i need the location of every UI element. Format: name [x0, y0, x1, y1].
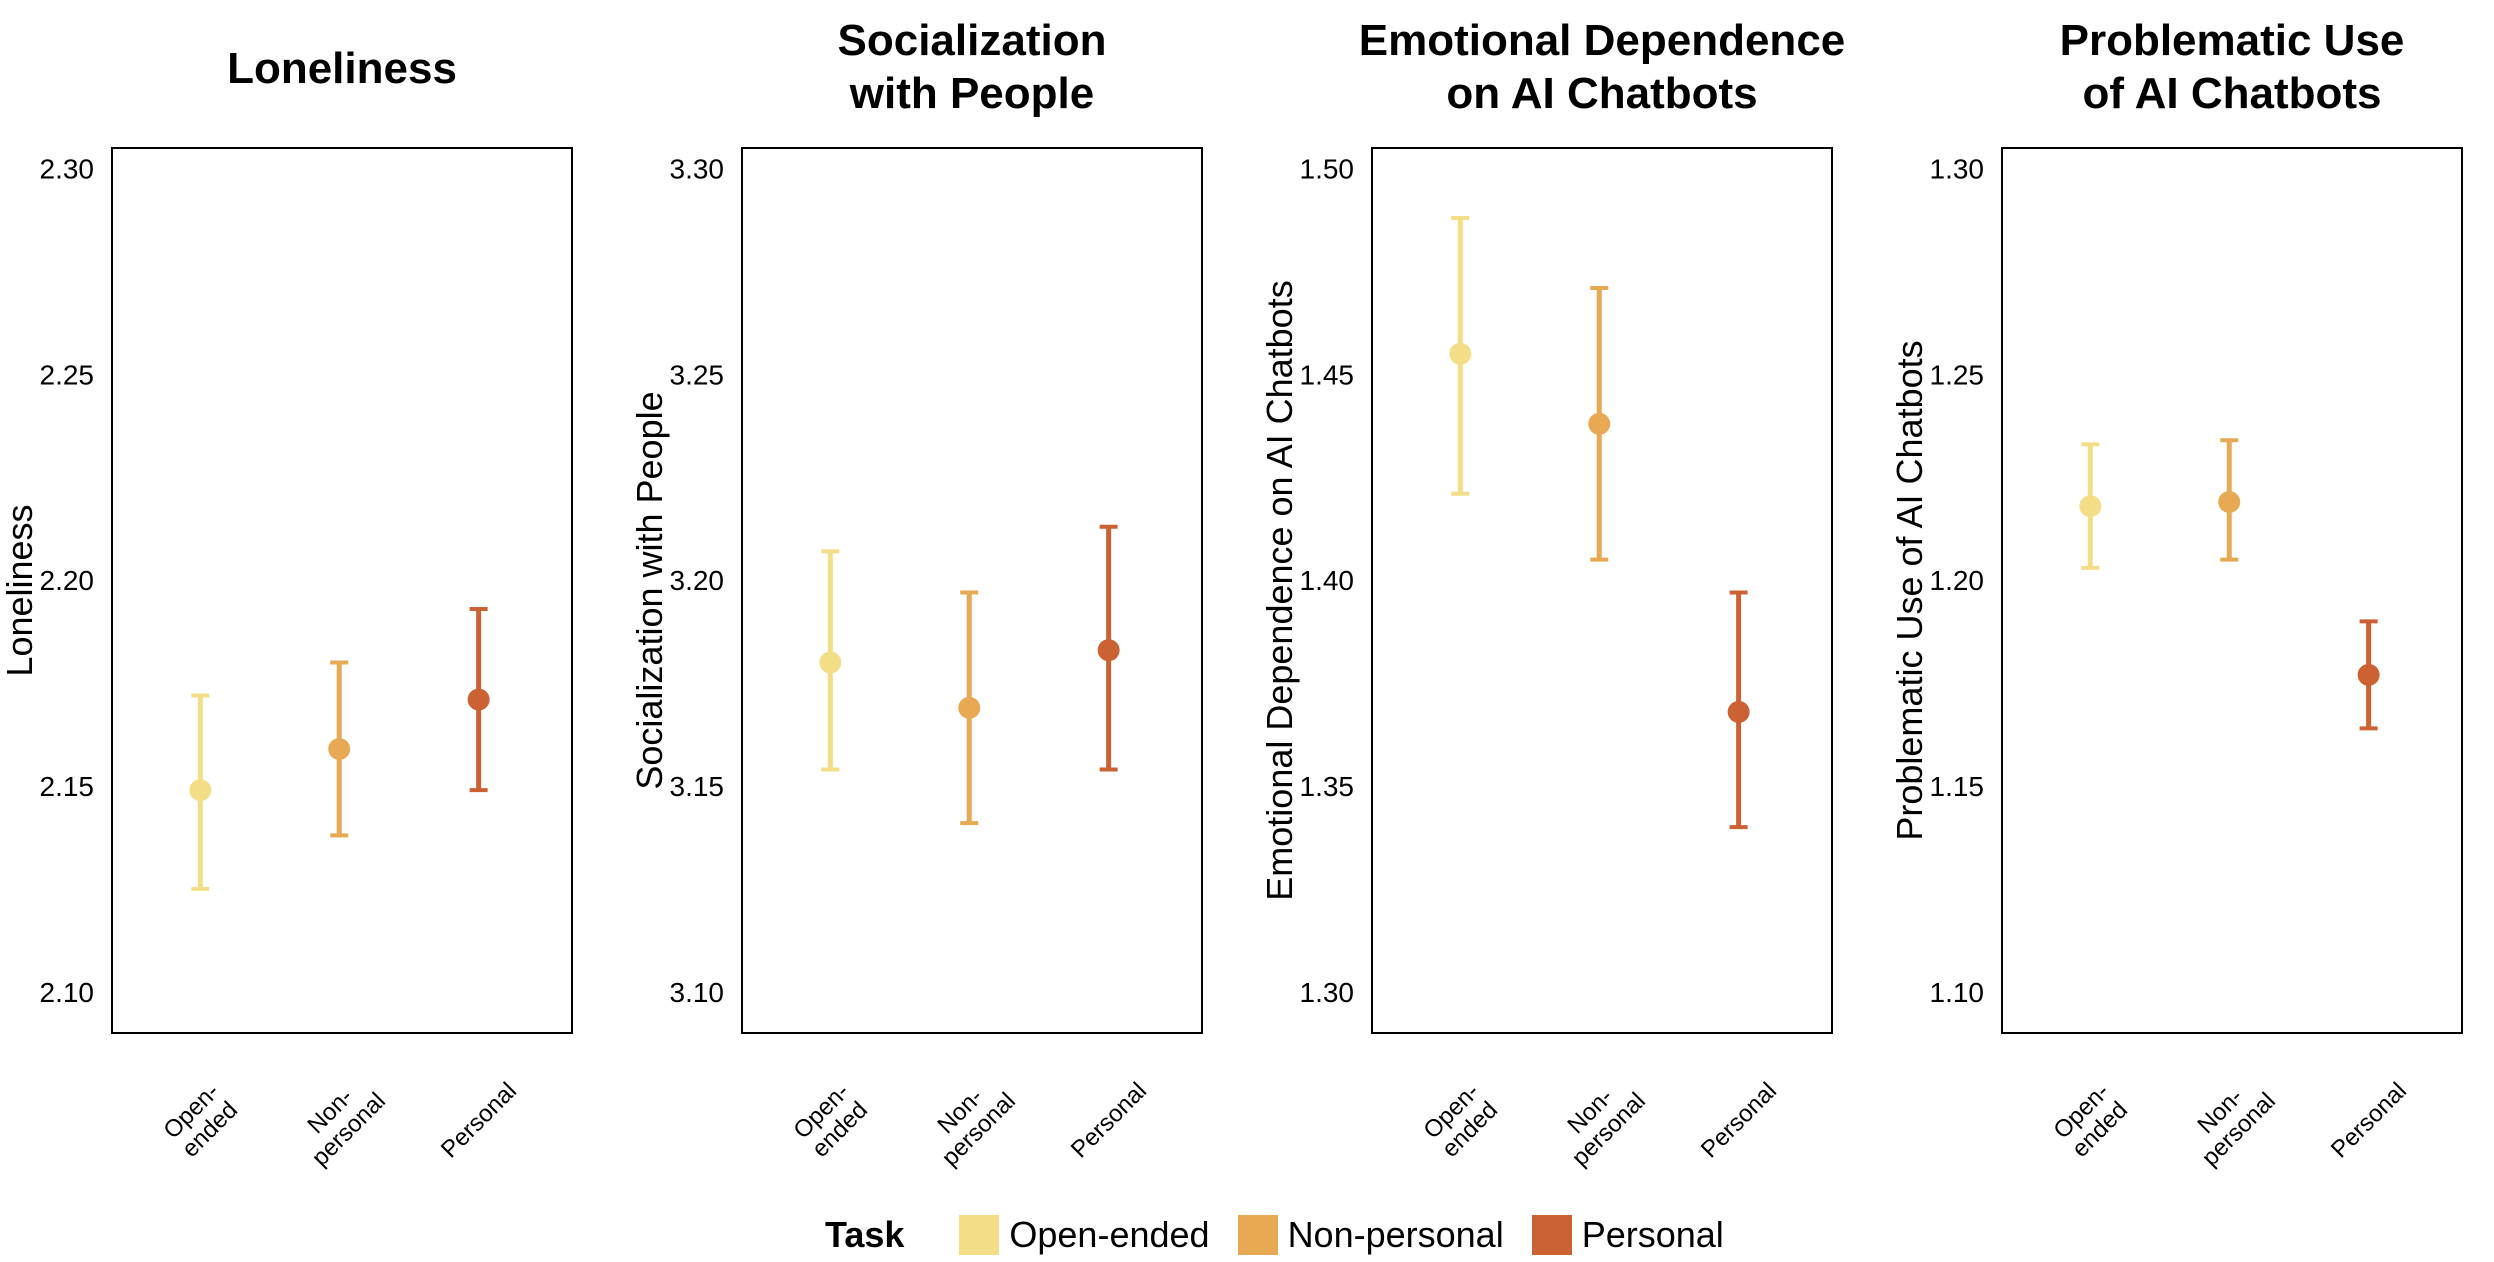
point-personal	[1727, 700, 1750, 723]
plot-frame	[2001, 147, 2463, 1034]
x-tick-label: Personal	[436, 1077, 522, 1163]
legend-entry-non-personal: Non-personal	[1237, 1214, 1504, 1256]
x-tick-label: Non-personal	[918, 1069, 1021, 1172]
y-tick-label: 1.40	[1300, 565, 1355, 596]
point-open-ended	[1449, 342, 1472, 365]
y-axis-label: Loneliness	[0, 504, 40, 676]
y-tick-label: 3.25	[670, 359, 725, 390]
panel-title-emotional-dependence-on-ai-chatbots: Emotional Dependence on AI Chatbots	[1359, 16, 1846, 118]
y-tick-label: 2.10	[40, 977, 95, 1008]
point-non-personal	[328, 737, 351, 760]
panel-title-line: of AI Chatbots	[2083, 69, 2382, 118]
legend-swatch-personal	[1531, 1215, 1572, 1255]
panel-title-problematic-use-of-ai-chatbots: Problematic Use of AI Chatbots	[2060, 16, 2405, 118]
panel-title-line: on AI Chatbots	[1446, 69, 1757, 118]
x-tick-label: Personal	[1066, 1077, 1152, 1163]
panel-emotional-dependence-on-ai-chatbots: Emotional Dependence on AI Chatbots 1.30 1.…	[1259, 16, 1845, 1172]
y-tick-label: 2.30	[40, 154, 95, 185]
legend-label-open-ended: Open-ended	[1009, 1214, 1210, 1255]
point-non-personal	[958, 696, 981, 719]
panel-problematic-use-of-ai-chatbots: Problematic Use of AI Chatbots 1.10 1.15 1.2…	[1889, 16, 2463, 1172]
y-tick-label: 2.25	[40, 359, 95, 390]
y-axis-label: Socialization with People	[629, 391, 670, 789]
x-tick-label: Personal	[1696, 1077, 1782, 1163]
plot-frame	[741, 147, 1203, 1034]
x-tick-label: Non-personal	[1548, 1069, 1651, 1172]
point-personal	[1097, 639, 1120, 662]
point-personal	[2357, 663, 2380, 686]
panel-title-socialization-with-people: Socialization with People	[838, 16, 1107, 118]
point-non-personal	[2218, 491, 2241, 513]
y-tick-label: 3.30	[670, 154, 725, 185]
y-tick-label: 3.15	[670, 771, 725, 802]
x-tick-label: Personal	[2326, 1077, 2412, 1163]
x-tick-label: Open-ended	[788, 1078, 873, 1163]
legend-entry-personal: Personal	[1531, 1214, 1724, 1256]
x-tick-label: Open-ended	[1418, 1078, 1503, 1163]
legend-entry-open-ended: Open-ended	[959, 1214, 1210, 1256]
y-tick-label: 3.20	[670, 565, 725, 596]
plot-frame	[1371, 147, 1833, 1034]
y-axis-label: Problematic Use of AI Chatbots	[1889, 340, 1930, 840]
point-open-ended	[2079, 495, 2102, 518]
point-non-personal	[1588, 412, 1611, 435]
y-tick-label: 1.50	[1300, 154, 1355, 185]
point-open-ended	[819, 651, 842, 674]
legend: Task Open-ended Non-personal Personal	[825, 1210, 1752, 1260]
y-tick-label: 1.10	[1930, 977, 1985, 1008]
panel-socialization-with-people: Socialization with People 3.10 3.15 3.20 3.25…	[629, 16, 1203, 1172]
panel-title-loneliness: Loneliness	[227, 44, 457, 93]
x-tick-label: Non-personal	[2178, 1069, 2281, 1172]
panel-title-line: Emotional Dependence	[1359, 16, 1846, 65]
y-tick-label: 1.25	[1930, 359, 1985, 390]
x-tick-line: Personal	[436, 1077, 522, 1163]
panel-title-line: Loneliness	[227, 44, 457, 93]
legend-label-non-personal: Non-personal	[1287, 1214, 1504, 1255]
y-tick-label: 1.20	[1930, 565, 1985, 596]
panel-title-line: Problematic Use	[2060, 16, 2405, 65]
y-tick-label: 1.15	[1930, 771, 1985, 802]
y-tick-label: 1.45	[1300, 359, 1355, 390]
point-open-ended	[189, 779, 212, 802]
y-tick-label: 1.30	[1930, 154, 1985, 185]
x-tick-label: Open-ended	[2048, 1078, 2133, 1163]
x-tick-line: Personal	[1696, 1077, 1782, 1163]
x-tick-line: Personal	[2326, 1077, 2412, 1163]
x-tick-label: Non-personal	[288, 1069, 391, 1172]
legend-title: Task	[825, 1214, 905, 1255]
legend-swatch-open-ended	[959, 1215, 1000, 1255]
panel-title-line: with People	[849, 69, 1094, 118]
y-tick-label: 2.15	[40, 771, 95, 802]
legend-label-personal: Personal	[1581, 1214, 1724, 1255]
panel-loneliness: Loneliness 2.10 2.15 2.20 2.25 2.30 Loneliness…	[0, 44, 573, 1172]
y-tick-label: 1.30	[1300, 977, 1355, 1008]
x-tick-line: Personal	[1066, 1077, 1152, 1163]
point-personal	[467, 688, 490, 711]
panel-title-line: Socialization	[838, 16, 1107, 65]
y-tick-label: 1.35	[1300, 771, 1355, 802]
y-axis-label: Emotional Dependence on AI Chatbots	[1259, 280, 1300, 900]
plot-frame	[111, 147, 573, 1034]
y-tick-label: 2.20	[40, 565, 95, 596]
y-tick-label: 3.10	[670, 977, 725, 1008]
legend-swatch-non-personal	[1237, 1215, 1278, 1255]
x-tick-label: Open-ended	[158, 1078, 243, 1163]
